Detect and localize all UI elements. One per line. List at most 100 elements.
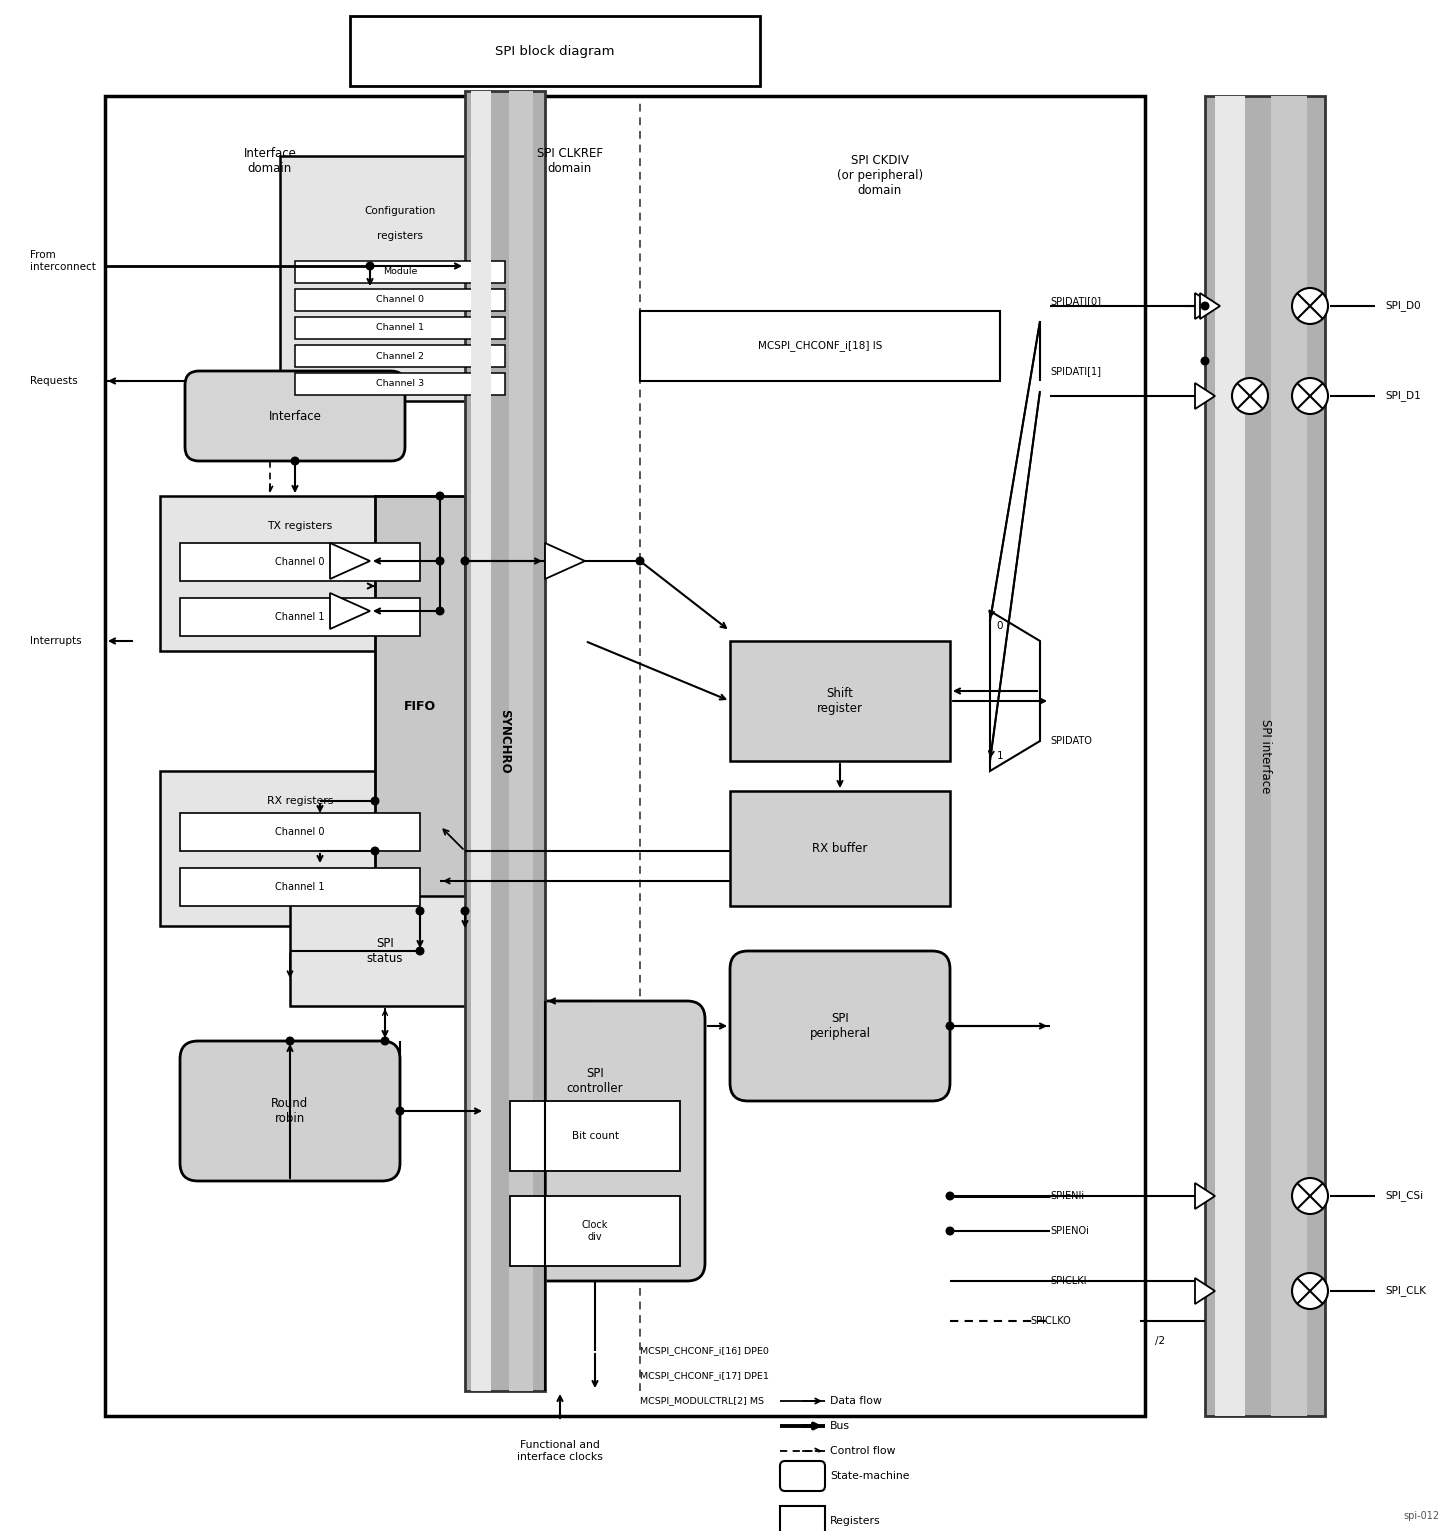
Bar xyxy=(294,374,505,395)
Bar xyxy=(349,15,760,86)
Text: SPICLKI: SPICLKI xyxy=(1050,1275,1086,1286)
Polygon shape xyxy=(1195,1278,1215,1304)
Text: Data flow: Data flow xyxy=(829,1396,882,1405)
Polygon shape xyxy=(1201,292,1219,318)
Bar xyxy=(290,896,480,1006)
Text: Control flow: Control flow xyxy=(829,1445,896,1456)
Text: SPIDATI[0]: SPIDATI[0] xyxy=(1050,295,1101,306)
Bar xyxy=(294,317,505,338)
Circle shape xyxy=(1292,1177,1328,1214)
Bar xyxy=(780,1507,825,1531)
Text: Interface: Interface xyxy=(268,409,322,423)
FancyBboxPatch shape xyxy=(729,951,950,1101)
Circle shape xyxy=(1232,378,1267,413)
Circle shape xyxy=(371,847,378,854)
Text: Bus: Bus xyxy=(829,1421,850,1431)
Circle shape xyxy=(1201,302,1209,309)
Bar xyxy=(1205,96,1325,1416)
Bar xyxy=(294,344,505,367)
Text: Bit count: Bit count xyxy=(571,1131,619,1141)
Text: SPI_CLK: SPI_CLK xyxy=(1385,1286,1425,1297)
Text: SPIDATO: SPIDATO xyxy=(1050,736,1092,746)
FancyBboxPatch shape xyxy=(186,371,405,461)
Circle shape xyxy=(637,557,644,565)
Text: Channel 1: Channel 1 xyxy=(276,612,325,622)
Text: registers: registers xyxy=(377,231,423,240)
Text: SPI
controller: SPI controller xyxy=(567,1067,624,1095)
Circle shape xyxy=(396,1107,403,1115)
Text: Interrupts: Interrupts xyxy=(30,635,81,646)
Text: SPI_D1: SPI_D1 xyxy=(1385,390,1421,401)
Text: Round
robin: Round robin xyxy=(271,1098,309,1125)
Circle shape xyxy=(1201,357,1209,364)
Bar xyxy=(509,90,534,1392)
Text: Channel 0: Channel 0 xyxy=(376,295,423,305)
Text: RX buffer: RX buffer xyxy=(812,842,867,854)
Text: Functional and
interface clocks: Functional and interface clocks xyxy=(518,1441,603,1462)
Text: 0: 0 xyxy=(996,622,1003,631)
Bar xyxy=(104,96,1146,1416)
Text: SPI
status: SPI status xyxy=(367,937,403,965)
Polygon shape xyxy=(545,544,584,579)
Bar xyxy=(639,311,1000,381)
Text: Channel 1: Channel 1 xyxy=(276,882,325,893)
Bar xyxy=(729,641,950,761)
Text: MCSPI_CHCONF_i[18] IS: MCSPI_CHCONF_i[18] IS xyxy=(758,340,882,352)
Bar xyxy=(471,90,492,1392)
Circle shape xyxy=(371,798,378,805)
Polygon shape xyxy=(990,611,1040,772)
Bar xyxy=(729,792,950,906)
Bar xyxy=(294,289,505,311)
Text: SPI CKDIV
(or peripheral)
domain: SPI CKDIV (or peripheral) domain xyxy=(837,155,924,197)
Bar xyxy=(180,868,420,906)
Text: Channel 0: Channel 0 xyxy=(276,827,325,837)
Circle shape xyxy=(381,1036,389,1044)
Bar xyxy=(180,599,420,635)
Bar xyxy=(280,156,521,401)
Bar xyxy=(160,496,439,651)
Text: Shift
register: Shift register xyxy=(816,687,863,715)
Circle shape xyxy=(436,557,444,565)
Text: Configuration: Configuration xyxy=(364,207,435,216)
Text: TX registers: TX registers xyxy=(267,521,332,531)
Circle shape xyxy=(286,1036,294,1044)
Text: MCSPI_CHCONF_i[17] DPE1: MCSPI_CHCONF_i[17] DPE1 xyxy=(639,1372,769,1381)
Circle shape xyxy=(416,948,423,955)
Circle shape xyxy=(367,262,374,269)
Bar xyxy=(1272,96,1306,1416)
Bar xyxy=(160,772,439,926)
Polygon shape xyxy=(1195,292,1215,318)
Circle shape xyxy=(947,1193,954,1200)
Text: SPI interface: SPI interface xyxy=(1259,720,1272,793)
Bar xyxy=(294,260,505,283)
Text: MCSPI_CHCONF_i[16] DPE0: MCSPI_CHCONF_i[16] DPE0 xyxy=(639,1346,769,1355)
Text: RX registers: RX registers xyxy=(267,796,334,805)
Text: State-machine: State-machine xyxy=(829,1471,909,1480)
Circle shape xyxy=(1292,378,1328,413)
Text: SPI_D0: SPI_D0 xyxy=(1385,300,1421,311)
Bar xyxy=(180,544,420,580)
Text: SPI block diagram: SPI block diagram xyxy=(496,44,615,58)
Circle shape xyxy=(436,608,444,615)
Text: Clock
div: Clock div xyxy=(581,1220,608,1242)
Bar xyxy=(180,813,420,851)
Text: spi-012: spi-012 xyxy=(1404,1511,1440,1520)
Text: Channel 1: Channel 1 xyxy=(376,323,423,332)
Circle shape xyxy=(291,458,299,465)
Text: SPIENOi: SPIENOi xyxy=(1050,1226,1089,1236)
Text: SPIDATI[1]: SPIDATI[1] xyxy=(1050,366,1101,377)
FancyBboxPatch shape xyxy=(180,1041,400,1180)
Bar xyxy=(510,1196,680,1266)
Polygon shape xyxy=(331,544,370,579)
Text: /2: /2 xyxy=(1156,1337,1164,1346)
Circle shape xyxy=(461,908,468,916)
Text: Interface
domain: Interface domain xyxy=(244,147,296,175)
Text: Requests: Requests xyxy=(30,377,78,386)
Polygon shape xyxy=(1195,1183,1215,1209)
Bar xyxy=(510,1101,680,1171)
Text: Channel 3: Channel 3 xyxy=(376,380,423,389)
Circle shape xyxy=(416,908,423,916)
Text: MCSPI_MODULCTRL[2] MS: MCSPI_MODULCTRL[2] MS xyxy=(639,1396,764,1405)
Text: SPI
peripheral: SPI peripheral xyxy=(809,1012,870,1040)
Text: FIFO: FIFO xyxy=(405,700,436,712)
